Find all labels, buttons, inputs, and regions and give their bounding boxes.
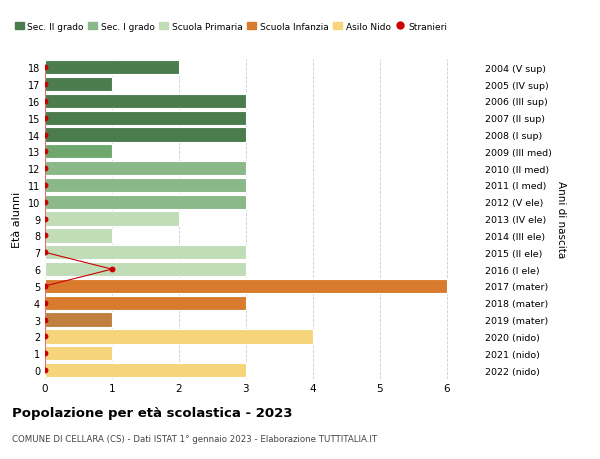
Bar xyxy=(45,128,246,142)
Point xyxy=(40,216,50,223)
Bar xyxy=(45,246,246,260)
Bar xyxy=(45,212,179,226)
Point xyxy=(40,333,50,341)
Bar xyxy=(45,347,112,361)
Bar xyxy=(45,363,246,377)
Bar xyxy=(45,111,246,126)
Point xyxy=(40,283,50,290)
Point xyxy=(40,299,50,307)
Text: Popolazione per età scolastica - 2023: Popolazione per età scolastica - 2023 xyxy=(12,406,293,419)
Point xyxy=(107,266,117,273)
Bar xyxy=(45,78,112,92)
Point xyxy=(40,148,50,156)
Bar xyxy=(45,195,246,209)
Bar xyxy=(45,95,246,109)
Point xyxy=(40,115,50,122)
Bar xyxy=(45,296,246,310)
Bar xyxy=(45,313,112,327)
Point xyxy=(40,350,50,357)
Bar xyxy=(45,145,112,159)
Legend: Sec. II grado, Sec. I grado, Scuola Primaria, Scuola Infanzia, Asilo Nido, Stran: Sec. II grado, Sec. I grado, Scuola Prim… xyxy=(15,22,447,32)
Y-axis label: Anni di nascita: Anni di nascita xyxy=(556,181,566,257)
Bar xyxy=(45,162,246,176)
Point xyxy=(40,64,50,72)
Y-axis label: Età alunni: Età alunni xyxy=(12,191,22,247)
Point xyxy=(40,132,50,139)
Bar xyxy=(45,330,313,344)
Point xyxy=(40,81,50,89)
Point xyxy=(40,98,50,105)
Point xyxy=(40,232,50,240)
Point xyxy=(40,165,50,173)
Bar xyxy=(45,229,112,243)
Bar xyxy=(45,263,246,277)
Bar xyxy=(45,61,179,75)
Point xyxy=(40,249,50,257)
Point xyxy=(40,199,50,206)
Point xyxy=(40,367,50,374)
Bar xyxy=(45,279,446,293)
Point xyxy=(40,182,50,189)
Point xyxy=(40,316,50,324)
Bar xyxy=(45,179,246,193)
Text: COMUNE DI CELLARA (CS) - Dati ISTAT 1° gennaio 2023 - Elaborazione TUTTITALIA.IT: COMUNE DI CELLARA (CS) - Dati ISTAT 1° g… xyxy=(12,434,377,443)
